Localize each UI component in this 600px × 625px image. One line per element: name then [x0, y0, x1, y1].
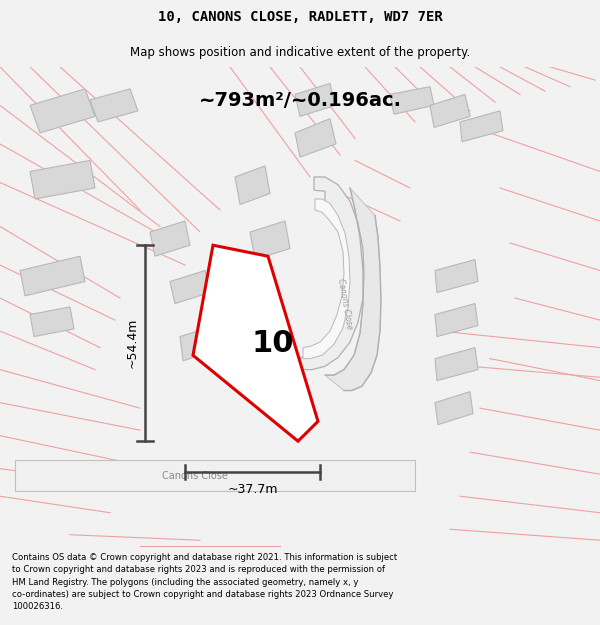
- Polygon shape: [30, 161, 95, 199]
- Polygon shape: [303, 199, 350, 359]
- Polygon shape: [295, 119, 336, 157]
- Polygon shape: [435, 348, 478, 381]
- Polygon shape: [390, 87, 434, 114]
- Text: ~793m²/~0.196ac.: ~793m²/~0.196ac.: [199, 91, 401, 110]
- Text: Canons Close: Canons Close: [336, 278, 354, 330]
- Polygon shape: [20, 256, 85, 296]
- Polygon shape: [250, 221, 290, 259]
- Text: Contains OS data © Crown copyright and database right 2021. This information is : Contains OS data © Crown copyright and d…: [12, 553, 397, 611]
- Polygon shape: [435, 304, 478, 337]
- Polygon shape: [193, 245, 318, 441]
- Polygon shape: [435, 259, 478, 292]
- Text: 10: 10: [252, 329, 294, 358]
- Text: ~54.4m: ~54.4m: [126, 318, 139, 368]
- Polygon shape: [30, 307, 74, 337]
- Polygon shape: [90, 89, 138, 122]
- Polygon shape: [235, 166, 270, 204]
- Polygon shape: [170, 271, 210, 304]
- Text: 10, CANONS CLOSE, RADLETT, WD7 7ER: 10, CANONS CLOSE, RADLETT, WD7 7ER: [158, 10, 442, 24]
- Bar: [15, 460, 415, 491]
- Polygon shape: [325, 188, 381, 391]
- Polygon shape: [300, 177, 364, 369]
- Polygon shape: [150, 221, 190, 256]
- Polygon shape: [295, 83, 335, 116]
- Text: ~37.7m: ~37.7m: [227, 483, 278, 496]
- Polygon shape: [460, 111, 503, 142]
- Text: Map shows position and indicative extent of the property.: Map shows position and indicative extent…: [130, 46, 470, 59]
- Text: Canons Close: Canons Close: [162, 471, 228, 481]
- Polygon shape: [430, 94, 470, 128]
- Polygon shape: [30, 89, 95, 133]
- Polygon shape: [435, 392, 473, 424]
- Polygon shape: [180, 326, 218, 361]
